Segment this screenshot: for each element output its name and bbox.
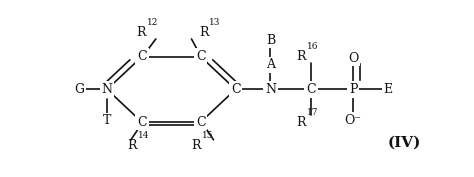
Text: C: C xyxy=(306,83,316,96)
Text: N: N xyxy=(265,83,276,96)
Text: R: R xyxy=(296,50,306,63)
Text: R: R xyxy=(137,26,146,39)
Text: R: R xyxy=(127,139,137,152)
Text: 15: 15 xyxy=(202,132,213,141)
Text: A: A xyxy=(266,58,275,71)
Text: R: R xyxy=(199,26,209,39)
Text: C: C xyxy=(231,83,240,96)
Text: C: C xyxy=(137,116,147,129)
Text: T: T xyxy=(103,114,111,127)
Text: C: C xyxy=(196,50,206,63)
Text: 13: 13 xyxy=(209,18,220,27)
Text: R: R xyxy=(296,116,306,129)
Text: 14: 14 xyxy=(137,132,149,141)
Text: O: O xyxy=(348,52,358,65)
Text: C: C xyxy=(137,50,147,63)
Text: R: R xyxy=(191,139,201,152)
Text: 16: 16 xyxy=(307,42,318,51)
Text: N: N xyxy=(101,83,112,96)
Text: P: P xyxy=(349,83,357,96)
Text: (IV): (IV) xyxy=(388,135,421,149)
Text: 17: 17 xyxy=(307,108,318,117)
Text: C: C xyxy=(196,116,206,129)
Text: O⁻: O⁻ xyxy=(345,114,362,127)
Text: B: B xyxy=(266,34,275,47)
Text: G: G xyxy=(74,83,84,96)
Text: 12: 12 xyxy=(146,18,158,27)
Text: E: E xyxy=(383,83,392,96)
